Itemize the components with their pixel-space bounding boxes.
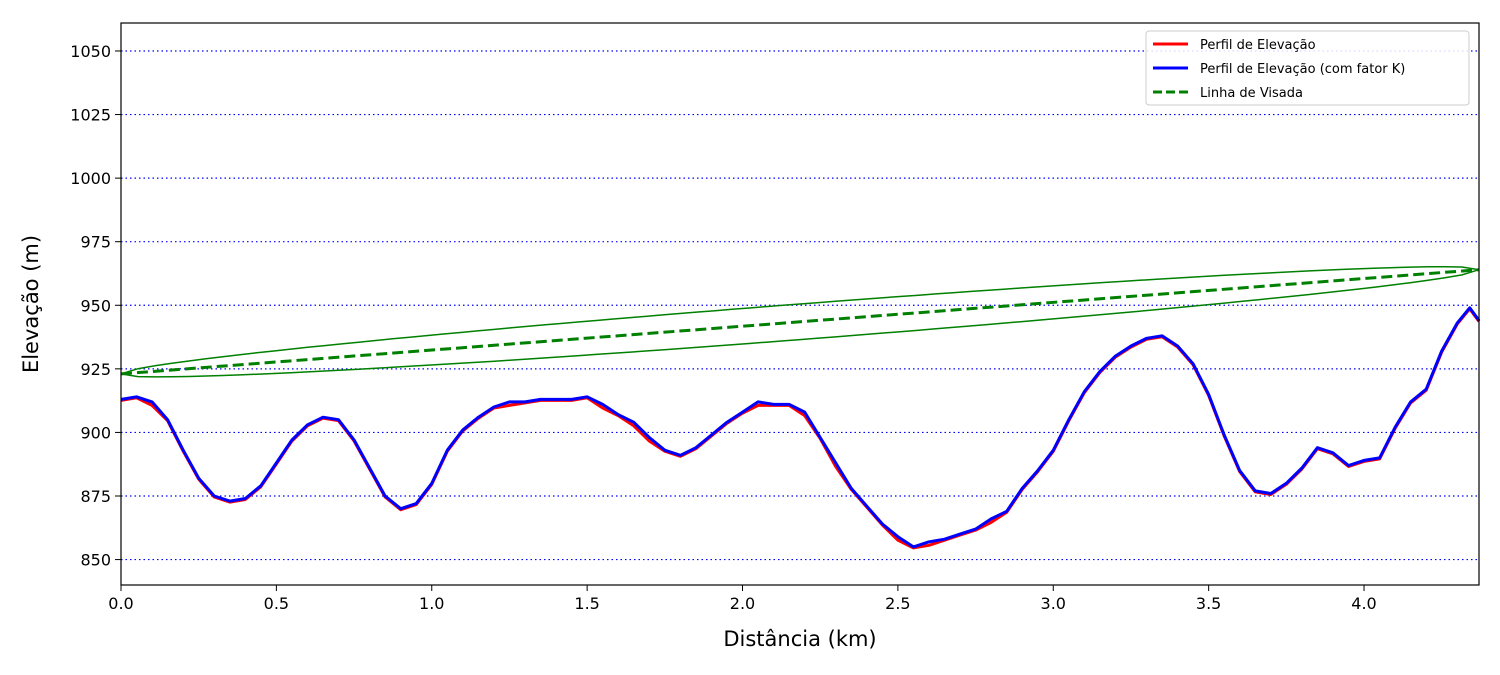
x-tick-label: 1.0 xyxy=(419,594,444,613)
legend-label: Perfil de Elevação (com fator K) xyxy=(1200,62,1405,77)
y-axis-label: Elevação (m) xyxy=(19,235,43,373)
x-tick-label: 0.5 xyxy=(264,594,289,613)
legend-box xyxy=(1145,30,1470,106)
legend-label: Linha de Visada xyxy=(1200,86,1303,101)
x-axis-label: Distância (km) xyxy=(723,627,876,651)
y-tick-label: 975 xyxy=(80,233,111,252)
series-line-2 xyxy=(120,268,1480,376)
x-tick-label: 2.0 xyxy=(730,594,755,613)
y-tick-label: 850 xyxy=(80,551,111,570)
legend-label: Perfil de Elevação xyxy=(1200,38,1316,53)
x-tick-label: 3.0 xyxy=(1041,594,1066,613)
y-tick-label: 950 xyxy=(80,296,111,315)
y-tick-label: 875 xyxy=(80,487,111,506)
y-tick-label: 900 xyxy=(80,423,111,442)
y-tick-label: 1000 xyxy=(70,169,111,188)
plot-frame xyxy=(120,22,1480,586)
x-tick-label: 3.5 xyxy=(1196,594,1221,613)
x-tick-label: 1.5 xyxy=(574,594,599,613)
series-group xyxy=(120,268,1481,550)
x-tick-label: 2.5 xyxy=(885,594,910,613)
legend: Perfil de Elevação Perfil de Elevação (co… xyxy=(1145,30,1470,106)
x-tick-label: 4.0 xyxy=(1351,594,1376,613)
y-axis-ticks: 850 875 900 925 950 975 1000 1025 1050 xyxy=(70,42,121,570)
x-tick-label: 0.0 xyxy=(108,594,133,613)
series-line-1 xyxy=(120,306,1481,549)
y-tick-label: 1050 xyxy=(70,42,111,61)
y-tick-label: 925 xyxy=(80,360,111,379)
y-tick-label: 1025 xyxy=(70,106,111,125)
x-axis-ticks: 0.0 0.5 1.0 1.5 2.0 2.5 3.0 3.5 4.0 xyxy=(108,585,1377,613)
